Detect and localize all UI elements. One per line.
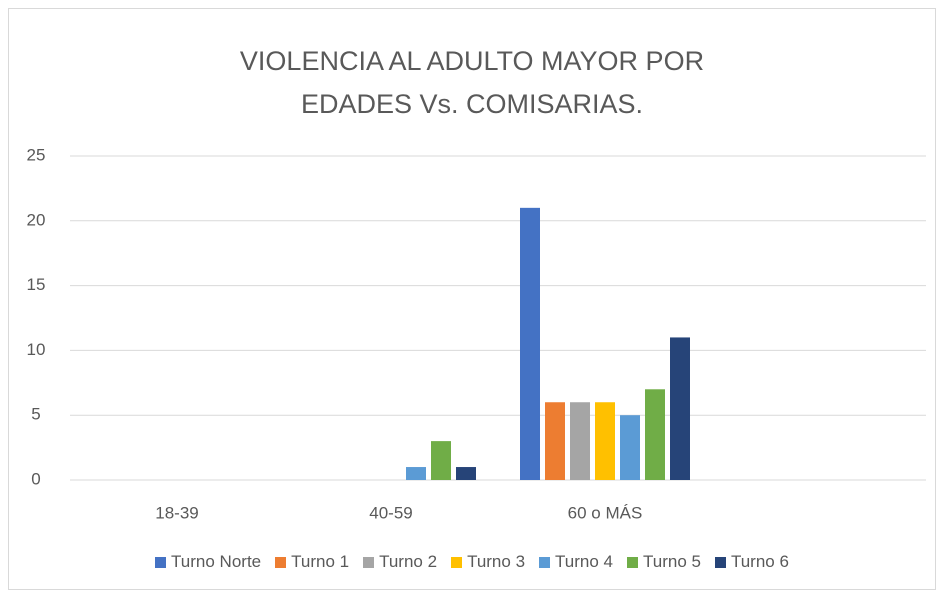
bar [620, 415, 640, 480]
legend-item: Turno 1 [275, 552, 349, 572]
legend-swatch [627, 556, 638, 568]
bar [570, 402, 590, 480]
legend-label: Turno Norte [171, 552, 262, 571]
chart-title: VIOLENCIA AL ADULTO MAYOR POR EDADES Vs.… [239, 46, 705, 119]
y-tick-label: 10 [27, 340, 46, 359]
bar [545, 402, 565, 480]
legend-item: Turno 4 [539, 552, 613, 572]
bar [670, 337, 690, 480]
bar [645, 389, 665, 480]
legend-label: Turno 5 [643, 552, 701, 571]
x-tick-label: 18-39 [155, 503, 198, 522]
y-tick-label: 25 [27, 145, 46, 164]
legend-swatch [155, 556, 167, 568]
y-tick-label: 20 [27, 210, 46, 229]
bar [595, 402, 615, 480]
legend-swatch [275, 556, 287, 568]
legend-swatch [714, 556, 726, 568]
legend-swatch [363, 556, 375, 568]
legend-swatch [539, 556, 551, 568]
legend-label: Turno 3 [467, 552, 526, 571]
bar [520, 207, 540, 480]
legend-swatch [451, 556, 463, 568]
chart-border [8, 8, 936, 590]
x-tick-label: 60 o MÁS [568, 503, 643, 522]
legend-item: Turno Norte [155, 552, 261, 572]
y-tick-label: 5 [31, 405, 40, 424]
legend: Turno Norte Turno 1 Turno 2 Turno 3 Turno 4 T… [0, 552, 944, 572]
legend-label: Turno 2 [379, 552, 438, 571]
y-tick-label: 15 [27, 275, 46, 294]
bar [456, 467, 476, 480]
legend-label: Turno 1 [291, 552, 350, 571]
legend-label: Turno 4 [555, 552, 613, 571]
x-tick-label: 40-59 [369, 503, 412, 522]
bar [431, 441, 451, 480]
legend-label: Turno 6 [730, 552, 789, 571]
legend-item: Turno 6 [714, 552, 789, 572]
legend-item: Turno 5 [627, 552, 701, 572]
bar [406, 467, 426, 480]
legend-item: Turno 3 [451, 552, 525, 572]
legend-item: Turno 2 [363, 552, 437, 572]
y-tick-label: 0 [31, 469, 40, 488]
